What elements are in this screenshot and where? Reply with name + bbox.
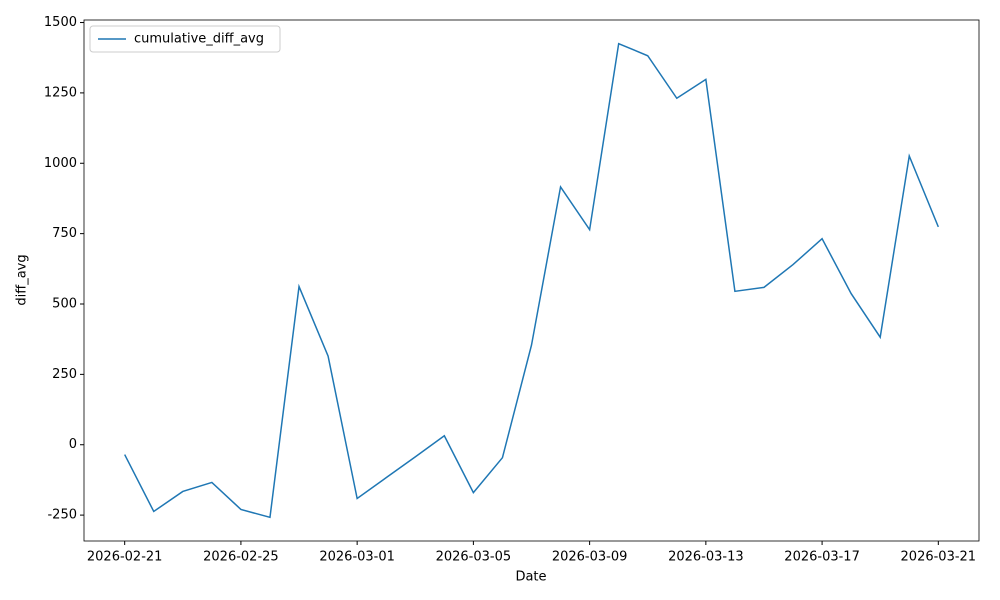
y-tick-label: 1000 (44, 156, 77, 171)
x-tick-label: 2026-02-25 (203, 550, 279, 565)
legend-label: cumulative_diff_avg (134, 32, 264, 47)
y-tick-label: 250 (52, 367, 77, 382)
y-tick-label: -250 (47, 508, 77, 523)
y-tick-label: 1250 (44, 85, 77, 100)
y-tick-label: 750 (52, 226, 77, 241)
x-tick-label: 2026-03-09 (552, 550, 628, 565)
plot-frame (83, 19, 980, 542)
x-tick-label: 2026-03-01 (319, 550, 395, 565)
y-tick-label: 0 (69, 437, 77, 452)
line (124, 42, 940, 519)
x-axis-label: Date (515, 570, 546, 585)
y-tick-label: 1500 (44, 15, 77, 30)
x-tick-label: 2026-03-13 (668, 550, 744, 565)
x-tick-label: 2026-02-21 (87, 550, 163, 565)
x-tick-label: 2026-03-05 (436, 550, 512, 565)
x-tick-label: 2026-03-21 (901, 550, 977, 565)
x-tick-label: 2026-03-17 (784, 550, 860, 565)
y-tick-label: 500 (52, 297, 77, 312)
y-axis-label: diff_avg (15, 254, 30, 305)
legend-box (89, 25, 281, 53)
